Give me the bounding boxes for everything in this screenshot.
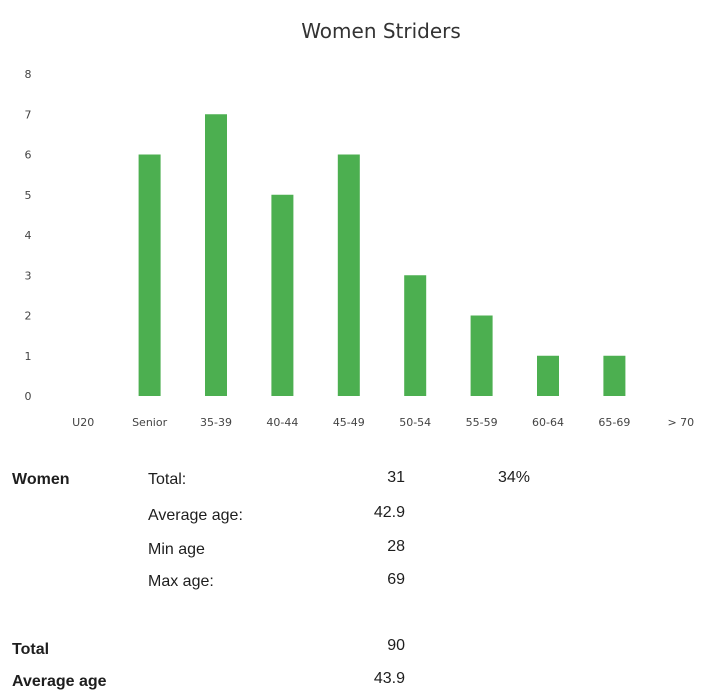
max-age-label: Max age: [148, 573, 214, 590]
overall-total-label: Total [12, 641, 50, 658]
overall-average-age-value: 43.9 [373, 670, 405, 687]
x-tick-label: U20 [72, 416, 94, 429]
min-age-value: 28 [387, 538, 405, 555]
bar-35-39 [205, 114, 227, 396]
overall-average-age-label: Average age [12, 673, 107, 690]
y-tick-label: 8 [25, 68, 32, 81]
average-age-label: Average age: [148, 507, 243, 524]
total-value: 31 [387, 469, 405, 486]
x-tick-label: 45-49 [333, 416, 365, 429]
total-label: Total: [148, 471, 187, 488]
bar-chart: Women Striders 0 1 2 3 4 5 6 7 8 U20 Senior 35-39 4… [25, 19, 695, 429]
x-tick-label: Senior [132, 416, 168, 429]
bar-40-44 [271, 194, 294, 396]
x-tick-label: 65-69 [598, 416, 630, 429]
overall-total-value: 90 [387, 637, 405, 654]
y-tick-label: 5 [25, 189, 32, 202]
x-axis-ticks: U20 Senior 35-39 40-44 45-49 50-54 55-59 60-64 6… [72, 416, 694, 429]
x-tick-label: 55-59 [466, 416, 498, 429]
x-tick-label: 35-39 [200, 416, 232, 429]
y-tick-label: 6 [25, 149, 32, 162]
x-tick-label: > 70 [667, 416, 694, 429]
bar-55-59 [470, 315, 493, 396]
x-tick-label: 60-64 [532, 416, 564, 429]
y-tick-label: 7 [25, 108, 32, 121]
y-tick-label: 0 [25, 390, 32, 403]
women-label: Women [12, 471, 70, 488]
y-axis-ticks: 0 1 2 3 4 5 6 7 8 [25, 68, 32, 403]
y-tick-label: 3 [25, 269, 32, 282]
chart-title: Women Striders [301, 19, 461, 43]
bar-65-69 [603, 355, 626, 396]
bars [138, 114, 626, 396]
average-age-value: 42.9 [373, 504, 405, 521]
stats-table: Women Total: 31 34% Average age: 42.9 Mi… [0, 455, 714, 691]
max-age-value: 69 [387, 571, 405, 588]
y-tick-label: 2 [25, 310, 32, 323]
bar-60-64 [537, 355, 559, 396]
y-tick-label: 1 [25, 350, 32, 363]
y-tick-label: 4 [25, 229, 32, 242]
bar-50-54 [404, 275, 427, 396]
x-tick-label: 40-44 [266, 416, 298, 429]
x-tick-label: 50-54 [399, 416, 431, 429]
bar-45-49 [337, 154, 360, 396]
min-age-label: Min age [148, 541, 205, 558]
bar-senior [138, 154, 161, 396]
women-percent: 34% [498, 469, 531, 486]
